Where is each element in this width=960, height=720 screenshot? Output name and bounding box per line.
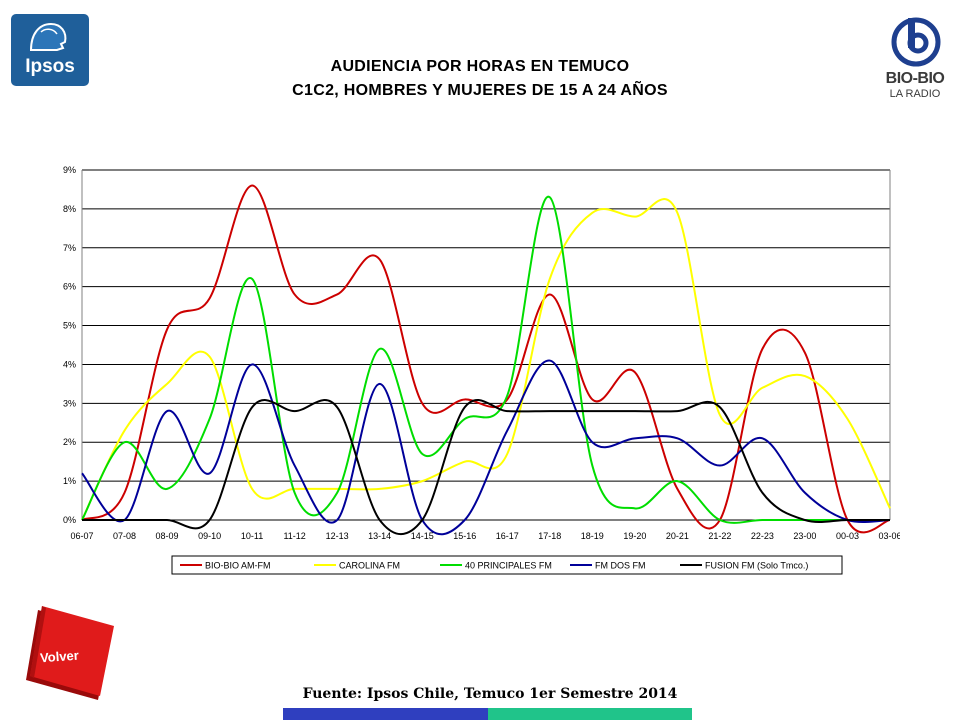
biobio-logo: BIO-BIO LA RADIO [880, 10, 950, 110]
series-line [81, 196, 890, 524]
y-tick-label: 4% [63, 359, 76, 369]
series-line [81, 399, 890, 536]
volver-book-icon [26, 606, 114, 700]
y-tick-label: 6% [63, 282, 76, 292]
legend-label: CAROLINA FM [339, 561, 400, 571]
chart-title-line2: C1C2, HOMBRES Y MUJERES DE 15 A 24 AÑOS [292, 82, 668, 99]
biobio-logo-text: BIO-BIO [885, 70, 945, 87]
legend-box [171, 555, 843, 575]
x-tick-label: 06-07 [70, 531, 93, 541]
y-tick-label: 8% [63, 204, 76, 214]
legend-label: FUSION FM (Solo Tmco.) [705, 561, 808, 571]
footer-bar-teal [488, 708, 692, 720]
volver-button[interactable]: Volver [24, 604, 114, 704]
biobio-logo-subtext: LA RADIO [889, 88, 941, 100]
x-tick-label: 08-09 [156, 531, 179, 541]
y-tick-label: 1% [63, 476, 76, 486]
x-tick-label: 23-00 [793, 531, 816, 541]
footer-bar-blue [283, 708, 488, 720]
y-tick-label: 3% [63, 398, 76, 408]
x-tick-label: 21-22 [708, 531, 731, 541]
x-tick-label: 14-15 [411, 531, 434, 541]
legend-label: BIO-BIO AM-FM [205, 561, 271, 571]
source-note: Fuente: Ipsos Chile, Temuco 1er Semestre… [302, 686, 678, 702]
x-tick-label: 07-08 [113, 531, 136, 541]
x-tick-label: 09-10 [198, 531, 221, 541]
x-tick-label: 16-17 [496, 531, 519, 541]
x-tick-label: 13-14 [368, 531, 391, 541]
y-tick-label: 5% [63, 321, 76, 331]
x-tick-label: 10-11 [241, 531, 263, 541]
y-tick-label: 9% [63, 165, 76, 175]
x-tick-label: 03-06 [878, 531, 900, 541]
y-tick-label: 2% [63, 437, 76, 447]
ipsos-logo-text: Ipsos [25, 56, 75, 77]
series-line [81, 184, 891, 534]
series-line [81, 359, 891, 536]
ipsos-logo: Ipsos [11, 14, 89, 86]
x-tick-label: 11-12 [283, 531, 305, 541]
y-tick-label: 7% [63, 243, 76, 253]
x-tick-label: 15-16 [453, 531, 476, 541]
biobio-radio-icon [891, 17, 941, 67]
x-tick-label: 22-23 [751, 531, 774, 541]
ipsos-face-icon [29, 22, 67, 51]
y-tick-label: 0% [63, 515, 76, 525]
x-tick-label: 17-18 [538, 531, 561, 541]
x-tick-label: 18-19 [581, 531, 604, 541]
chart-title-line1: AUDIENCIA POR HORAS EN TEMUCO [330, 58, 630, 75]
x-tick-label: 12-13 [326, 531, 349, 541]
legend-label: FM DOS FM [595, 561, 646, 571]
x-tick-label: 19-20 [623, 531, 646, 541]
series-line [81, 198, 891, 521]
x-tick-label: 00-03 [836, 531, 859, 541]
audience-line-chart: 0% 1% 2% 3% 4% 5% 6% 7% 8% 9% 06-07 07-08 08-09 09-10… [63, 165, 900, 575]
volver-label[interactable]: Volver [39, 647, 80, 666]
x-tick-label: 20-21 [666, 531, 689, 541]
legend-label: 40 PRINCIPALES FM [465, 561, 552, 571]
